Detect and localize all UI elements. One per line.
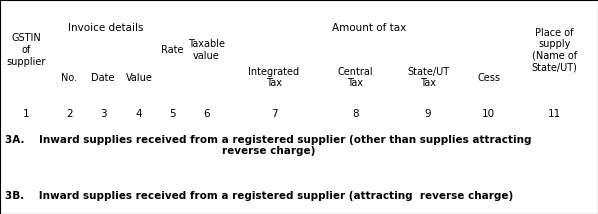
Text: 4: 4 bbox=[136, 109, 142, 119]
Bar bbox=[390, 100, 466, 128]
Bar bbox=[159, 207, 186, 214]
Text: Date: Date bbox=[91, 73, 115, 83]
Bar bbox=[186, 0, 227, 100]
Text: 3: 3 bbox=[100, 109, 106, 119]
Text: 6: 6 bbox=[203, 109, 210, 119]
Text: 3A.    Inward supplies received from a registered supplier (other than supplies : 3A. Inward supplies received from a regi… bbox=[5, 135, 532, 156]
Bar bbox=[52, 163, 87, 185]
Bar bbox=[511, 207, 598, 214]
Bar bbox=[511, 100, 598, 128]
Bar bbox=[119, 100, 159, 128]
Bar bbox=[186, 163, 227, 185]
Bar bbox=[321, 100, 390, 128]
Text: Taxable
value: Taxable value bbox=[188, 39, 225, 61]
Text: No.: No. bbox=[62, 73, 78, 83]
Bar bbox=[321, 55, 390, 100]
Bar bbox=[52, 100, 87, 128]
Text: Invoice details: Invoice details bbox=[68, 22, 144, 33]
Bar bbox=[87, 100, 119, 128]
Text: 1: 1 bbox=[23, 109, 29, 119]
Bar bbox=[0, 207, 52, 214]
Text: 9: 9 bbox=[425, 109, 431, 119]
Bar bbox=[87, 55, 119, 100]
Bar bbox=[227, 207, 321, 214]
Bar bbox=[0, 100, 52, 128]
Bar bbox=[321, 207, 390, 214]
Text: 5: 5 bbox=[169, 109, 176, 119]
Bar bbox=[390, 207, 466, 214]
Text: Cess: Cess bbox=[477, 73, 500, 83]
Text: 2: 2 bbox=[66, 109, 73, 119]
Bar bbox=[87, 207, 119, 214]
Text: 10: 10 bbox=[482, 109, 495, 119]
Bar bbox=[321, 163, 390, 185]
Text: Central
Tax: Central Tax bbox=[338, 67, 373, 88]
Text: 8: 8 bbox=[352, 109, 359, 119]
Bar bbox=[390, 55, 466, 100]
Bar bbox=[159, 163, 186, 185]
Bar bbox=[511, 0, 598, 100]
Text: Integrated
Tax: Integrated Tax bbox=[248, 67, 300, 88]
Bar bbox=[466, 163, 511, 185]
Bar bbox=[159, 0, 186, 100]
Text: State/UT
Tax: State/UT Tax bbox=[407, 67, 449, 88]
Text: GSTIN
of
supplier: GSTIN of supplier bbox=[7, 33, 45, 67]
Bar bbox=[390, 163, 466, 185]
Bar bbox=[119, 55, 159, 100]
Text: Rate: Rate bbox=[161, 45, 184, 55]
Bar bbox=[0, 0, 52, 100]
Text: 11: 11 bbox=[548, 109, 561, 119]
Bar bbox=[227, 0, 511, 55]
Bar bbox=[227, 100, 321, 128]
Bar bbox=[0, 163, 52, 185]
Bar bbox=[52, 55, 87, 100]
Bar bbox=[227, 55, 321, 100]
Bar bbox=[186, 207, 227, 214]
Bar bbox=[466, 100, 511, 128]
Bar bbox=[511, 163, 598, 185]
Text: Value: Value bbox=[126, 73, 152, 83]
Bar bbox=[52, 0, 159, 55]
Text: Place of
supply
(Name of
State/UT): Place of supply (Name of State/UT) bbox=[532, 28, 578, 72]
Bar bbox=[227, 163, 321, 185]
Text: Amount of tax: Amount of tax bbox=[332, 22, 406, 33]
Text: 7: 7 bbox=[271, 109, 277, 119]
Bar bbox=[0, 128, 598, 163]
Bar bbox=[466, 55, 511, 100]
Bar bbox=[466, 207, 511, 214]
Bar bbox=[119, 207, 159, 214]
Bar bbox=[87, 163, 119, 185]
Bar bbox=[159, 100, 186, 128]
Bar bbox=[186, 100, 227, 128]
Bar bbox=[52, 207, 87, 214]
Bar bbox=[0, 185, 598, 207]
Bar bbox=[119, 163, 159, 185]
Text: 3B.    Inward supplies received from a registered supplier (attracting  reverse : 3B. Inward supplies received from a regi… bbox=[5, 191, 513, 201]
